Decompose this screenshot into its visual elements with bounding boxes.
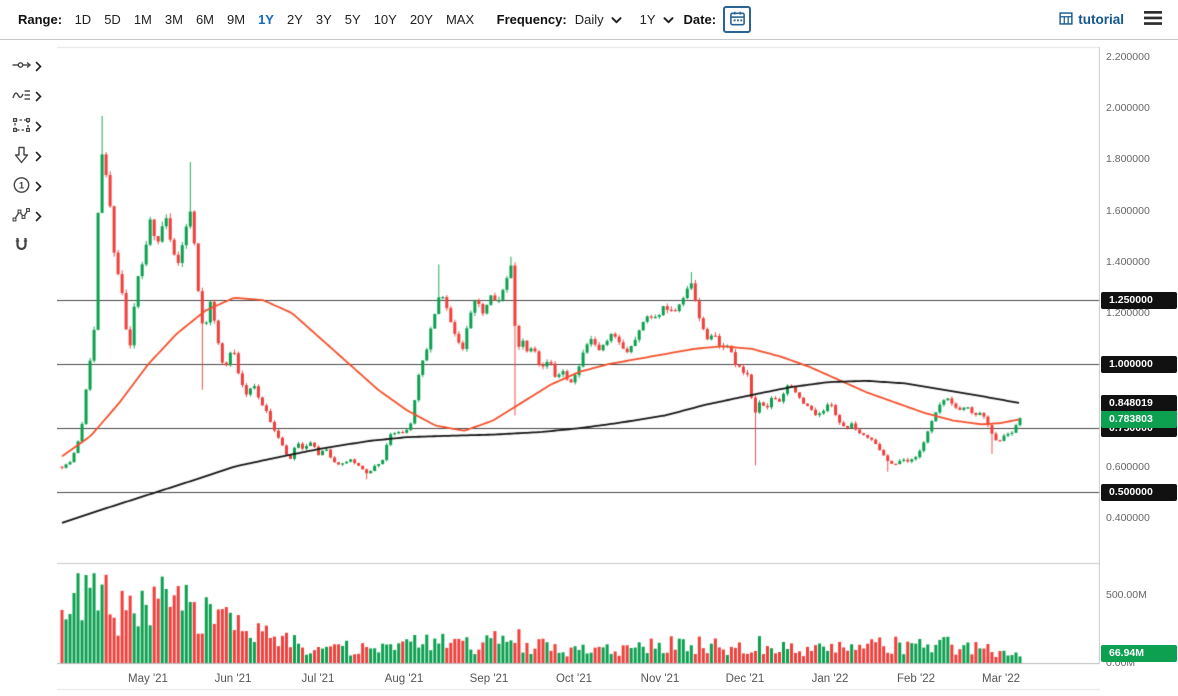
- down-arrow-tool-icon: [11, 145, 32, 170]
- candlestick-chart-canvas[interactable]: [57, 40, 1100, 696]
- tutorial-label: tutorial: [1078, 12, 1124, 27]
- chevron-right-icon: [35, 149, 42, 167]
- price-axis-label: 0.400000: [1106, 511, 1150, 524]
- price-axis-label: 1.800000: [1106, 153, 1150, 166]
- ma200-value-badge: 0.848019: [1101, 394, 1177, 412]
- range-option-10y[interactable]: 10Y: [373, 12, 397, 27]
- chevron-right-icon: [35, 59, 42, 77]
- range-option-3y[interactable]: 3Y: [315, 12, 332, 27]
- frequency-value: Daily: [574, 12, 604, 27]
- tutorial-link[interactable]: tutorial: [1059, 11, 1124, 28]
- price-axis[interactable]: 2.200000 2.000000 1.800000 1.600000 1.400000…: [1100, 40, 1178, 696]
- period-value: 1Y: [639, 12, 656, 27]
- time-axis-label: May '21: [128, 673, 168, 685]
- time-axis-label: Mar '22: [982, 673, 1020, 685]
- date-label: Date:: [683, 12, 717, 27]
- price-axis-label: 1.400000: [1106, 255, 1150, 268]
- chevron-down-icon: [611, 12, 622, 27]
- range-option-6m[interactable]: 6M: [195, 12, 214, 27]
- price-axis-label: 0.600000: [1106, 460, 1150, 473]
- time-axis-label: Dec '21: [725, 673, 765, 685]
- range-option-max[interactable]: MAX: [445, 12, 475, 27]
- chart-region: May '21 Jun '21 Jul '21 Aug '21 Sep '21 Oct '…: [57, 40, 1178, 696]
- time-axis-label: Jul '21: [301, 673, 335, 685]
- magnet-icon: [11, 235, 32, 260]
- time-axis-label: Sep '21: [469, 673, 509, 685]
- pattern-tools-button[interactable]: [11, 207, 42, 228]
- range-selector: 1D 5D 1M 3M 6M 9M 1Y 2Y 3Y 5Y 10Y 20Y MAX: [68, 9, 481, 30]
- range-label: Range:: [18, 12, 63, 27]
- time-axis-label: Aug '21: [384, 673, 424, 685]
- drawing-tools-sidebar: 1: [0, 40, 57, 696]
- line-tools-button[interactable]: [11, 57, 42, 78]
- range-option-2y[interactable]: 2Y: [286, 12, 303, 27]
- time-axis-label: Oct '21: [555, 673, 593, 685]
- arrow-tools-button[interactable]: [11, 145, 42, 170]
- number-annotation-tool-icon: 1: [11, 175, 32, 200]
- last-price-badge: 0.783803: [1101, 411, 1177, 429]
- shape-tools-button[interactable]: [11, 117, 42, 138]
- last-volume-badge: 66.94M: [1101, 645, 1177, 663]
- indicators-tool-icon: [11, 85, 32, 110]
- magnet-mode-button[interactable]: [11, 237, 32, 258]
- volume-axis-label: 500.00M: [1106, 589, 1147, 601]
- range-option-1d[interactable]: 1D: [74, 12, 92, 27]
- price-axis-label: 1.200000: [1106, 307, 1150, 319]
- hamburger-icon: [1143, 11, 1163, 29]
- svg-text:1: 1: [19, 180, 25, 191]
- price-level-badge: 1.000000: [1101, 355, 1177, 373]
- range-option-3m[interactable]: 3M: [164, 12, 183, 27]
- price-axis-label: 2.000000: [1106, 102, 1150, 115]
- annotation-tools-button[interactable]: 1: [11, 177, 42, 198]
- tutorial-grid-icon: [1059, 11, 1073, 28]
- range-option-5y[interactable]: 5Y: [344, 12, 361, 27]
- trendline-tool-icon: [11, 55, 32, 80]
- chevron-right-icon: [35, 89, 42, 107]
- calendar-icon: [729, 10, 746, 30]
- chevron-right-icon: [35, 119, 42, 137]
- time-axis-label: Nov '21: [640, 673, 680, 685]
- range-option-9m[interactable]: 9M: [227, 12, 246, 27]
- frequency-label: Frequency:: [496, 12, 567, 27]
- price-axis-label: 1.600000: [1106, 204, 1150, 217]
- range-option-20y[interactable]: 20Y: [409, 12, 433, 27]
- range-option-1y[interactable]: 1Y: [258, 12, 274, 27]
- range-option-1m[interactable]: 1M: [133, 12, 152, 27]
- shapes-tool-icon: [11, 115, 32, 140]
- chevron-down-icon: [663, 12, 674, 27]
- price-level-badge: 1.250000: [1101, 291, 1177, 309]
- frequency-dropdown[interactable]: Daily: [575, 12, 622, 27]
- date-picker-button[interactable]: [723, 6, 752, 33]
- range-option-5d[interactable]: 5D: [104, 12, 121, 27]
- chevron-right-icon: [35, 179, 42, 197]
- indicator-tools-button[interactable]: [11, 87, 42, 108]
- chart-toolbar: Range: 1D 5D 1M 3M 6M 9M 1Y 2Y 3Y 5Y 10Y 20Y MAX Fre…: [0, 0, 1178, 40]
- chevron-right-icon: [35, 209, 42, 227]
- time-axis-label: Jun '21: [214, 673, 252, 685]
- period-dropdown[interactable]: 1Y: [640, 12, 674, 27]
- time-axis-label: Feb '22: [897, 673, 935, 685]
- price-level-badge: 0.500000: [1101, 483, 1177, 501]
- price-axis-label: 2.200000: [1106, 51, 1150, 63]
- menu-button[interactable]: [1140, 7, 1166, 32]
- pattern-tool-icon: [11, 205, 32, 230]
- time-axis-label: Jan '22: [811, 673, 849, 685]
